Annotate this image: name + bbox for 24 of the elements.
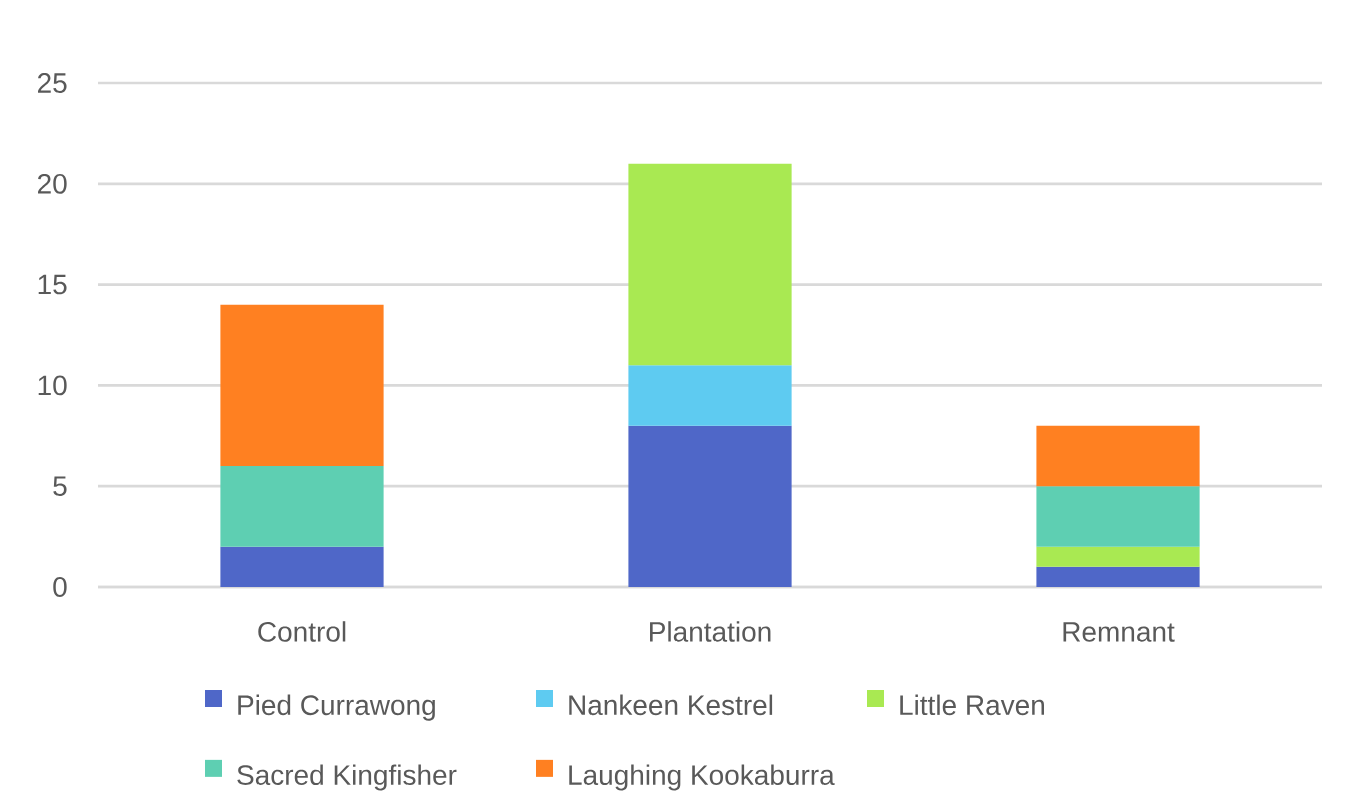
x-tick-label: Plantation (650, 621, 771, 642)
bar (220, 466, 384, 547)
x-tick-label: Remnant (1063, 622, 1175, 642)
legend-label: Sacred Kingfisher (237, 764, 457, 791)
legend-label: Little Raven (900, 694, 1044, 716)
bar (1036, 546, 1200, 567)
x-tick-label: Control (258, 621, 346, 642)
bar (1036, 486, 1200, 547)
bar (220, 546, 384, 587)
y-tick-label: 15 (38, 274, 67, 295)
y-tick-label: 20 (38, 173, 67, 194)
bar (628, 425, 792, 587)
y-tick-label: 25 (38, 73, 67, 93)
legend-label: Nankeen Kestrel (569, 694, 773, 716)
bar (1036, 566, 1200, 587)
y-tick-label: 5 (53, 476, 67, 496)
bar (628, 163, 792, 366)
y-tick-label: 0 (53, 577, 67, 597)
bar (1036, 425, 1200, 487)
y-tick-label: 10 (38, 375, 67, 396)
legend-label: Laughing Kookaburra (569, 764, 835, 791)
legend-label: Pied Currawong (238, 694, 435, 721)
bar (220, 304, 384, 467)
bar (628, 365, 792, 426)
